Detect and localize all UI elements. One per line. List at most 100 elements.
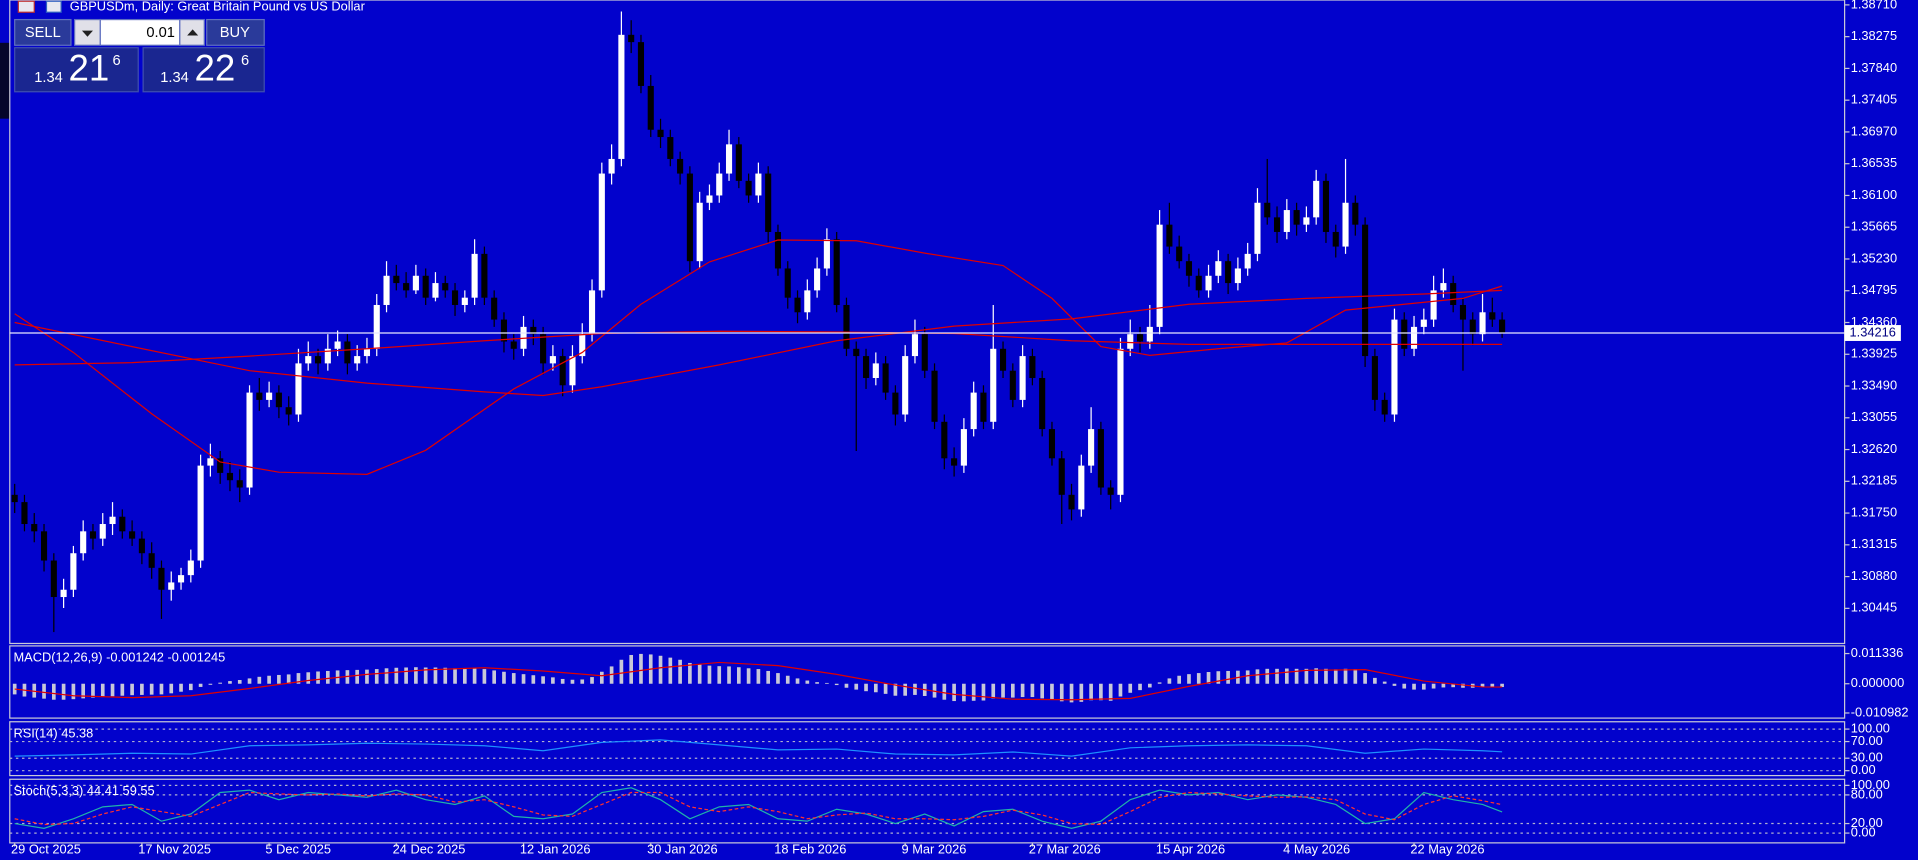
candle-body [1401,319,1408,349]
candle-body [1058,458,1065,495]
histogram-bar [423,667,428,684]
candle-body [275,392,282,408]
histogram-bar [511,673,516,684]
y-tick-label: 1.33925 [1851,346,1897,361]
histogram-bar [1363,673,1367,684]
histogram-bar [1353,669,1358,684]
candle-body [569,356,576,386]
histogram-bar [394,667,399,684]
histogram-bar [81,683,86,699]
candle-body [393,275,400,284]
y-tick-label: 1.36100 [1851,187,1897,202]
candle-body [109,516,116,525]
histogram-bar [365,669,369,684]
histogram-bar [472,668,477,684]
histogram-bar [1157,682,1162,684]
candle-body [853,348,860,357]
trade-panel: SELL 0.01 BUY 1.34 21 6 1.34 22 6 [14,18,265,93]
histogram-bar [1196,673,1201,684]
candle-body [226,472,234,481]
histogram-bar [1373,677,1377,684]
candle-body [334,341,341,349]
histogram-bar [991,683,996,699]
candle-body [491,297,498,320]
candle-body [1205,275,1212,291]
histogram-bar [1421,683,1426,690]
candle-body [1489,312,1496,320]
candle-body [148,553,155,568]
histogram-bar [815,682,819,684]
panel-frame [9,721,1846,777]
candle-body [383,275,390,305]
histogram-bar [1177,675,1182,684]
candle-body [187,560,194,576]
histogram-bar [443,667,448,684]
candle-body [1303,217,1310,225]
candle-body [510,341,517,349]
histogram-bar [952,683,956,702]
histogram-bar [844,683,849,688]
buy-button[interactable] [206,18,265,46]
candle-body [1499,319,1506,333]
histogram-bar [1412,683,1416,690]
histogram-bar [746,668,751,684]
volume-input[interactable] [99,18,181,46]
panel-frame [9,0,1846,645]
x-tick-label: 18 Feb 2026 [774,842,846,857]
histogram-bar [296,673,301,684]
histogram-bar [1059,683,1064,702]
sell-label: SELL [25,25,61,41]
bid-box[interactable] [14,47,139,93]
histogram-bar [433,667,438,684]
y-tick-label: 1.38275 [1851,28,1897,43]
histogram-bar [1402,683,1407,689]
histogram-bar [1010,683,1015,698]
histogram-bar [188,683,193,691]
x-tick-label: 27 Mar 2026 [1029,842,1101,857]
histogram-bar [551,677,555,684]
indicator-line [14,791,1503,826]
candle-body [1322,180,1330,232]
candle-body [354,356,361,364]
ask-box[interactable] [142,47,265,93]
histogram-bar [727,666,731,684]
histogram-bar [1089,683,1093,701]
candle-body [618,34,625,159]
histogram-bar [629,654,634,684]
candle-body [755,173,762,196]
histogram-bar [1040,683,1045,699]
histogram-bar [639,653,643,684]
histogram-bar [1304,668,1309,684]
histogram-bar [1451,683,1456,688]
candle-body [1342,202,1349,247]
histogram-bar [1265,668,1270,684]
histogram-bar [502,671,506,684]
candle-body [677,158,684,174]
histogram-bar [1138,683,1142,691]
y-tick-label: 30.00 [1851,750,1883,765]
arrow-up [187,29,199,36]
histogram-bar [355,669,360,684]
sell-button[interactable] [14,18,72,46]
candle-body [236,480,243,488]
histogram-bar [1461,683,1465,688]
histogram-bar [71,683,76,700]
y-tick-label: 1.35665 [1851,219,1897,234]
candle-body [1391,319,1398,415]
candle-body [1068,494,1075,510]
histogram-bar [1030,683,1035,698]
candle-body [960,429,967,466]
histogram-bar [1392,683,1397,686]
histogram-bar [277,674,281,684]
histogram-bar [1431,683,1436,689]
candle-body [129,531,136,539]
candle-body [1195,275,1202,291]
candle-body [608,158,615,174]
indicator-line [14,661,1503,701]
histogram-bar [110,683,115,697]
candle-body [980,392,987,422]
histogram-bar [61,683,66,700]
candle-body [89,531,97,539]
histogram-bar [228,681,232,684]
